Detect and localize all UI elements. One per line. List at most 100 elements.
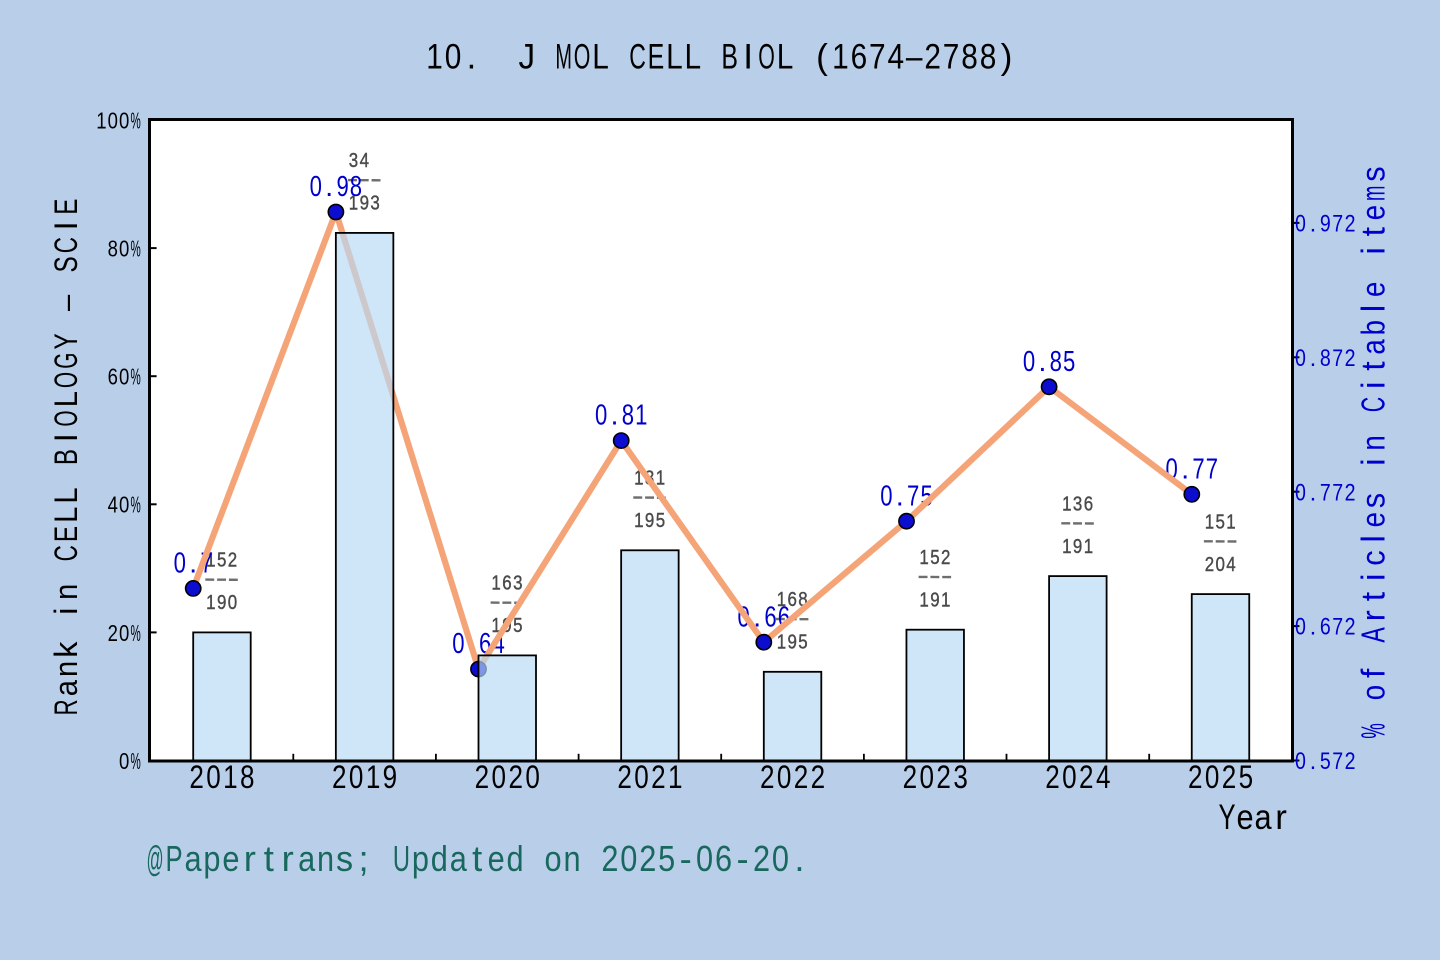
svg-text:2: 2	[639, 838, 656, 879]
svg-text:s: s	[336, 838, 353, 879]
svg-text:1: 1	[635, 400, 647, 432]
svg-text:8: 8	[1320, 345, 1331, 372]
svg-text:0: 0	[452, 628, 464, 660]
svg-text:1: 1	[206, 550, 215, 572]
svg-text:1: 1	[426, 37, 443, 76]
svg-text:0: 0	[1216, 554, 1225, 576]
svg-text:.: .	[610, 400, 618, 432]
svg-text:L: L	[685, 37, 702, 76]
svg-text:0: 0	[525, 759, 540, 795]
svg-text:b: b	[1354, 320, 1392, 335]
svg-text:9: 9	[788, 632, 797, 654]
svg-text:.: .	[1310, 614, 1317, 641]
svg-text:7: 7	[1332, 211, 1343, 238]
svg-text:9: 9	[645, 510, 654, 532]
svg-text:n: n	[317, 838, 334, 879]
svg-text:1: 1	[206, 592, 215, 614]
svg-text:9: 9	[360, 193, 369, 215]
svg-text:Y: Y	[48, 333, 84, 349]
svg-text:8: 8	[108, 236, 118, 262]
svg-text:0: 0	[119, 107, 129, 133]
svg-text:2: 2	[651, 759, 666, 795]
svg-text:0: 0	[1295, 614, 1306, 641]
svg-text:1: 1	[1226, 511, 1235, 533]
svg-text:2: 2	[936, 759, 951, 795]
svg-text:2: 2	[924, 37, 941, 76]
svg-text:0: 0	[445, 37, 462, 76]
svg-text:s: s	[1354, 166, 1392, 181]
svg-text:0: 0	[119, 364, 129, 390]
svg-text:5: 5	[1216, 511, 1225, 533]
svg-text:1: 1	[1084, 536, 1093, 558]
svg-text:3: 3	[349, 150, 358, 172]
svg-text:0: 0	[595, 400, 607, 432]
svg-text:a: a	[48, 679, 84, 696]
svg-text:1: 1	[223, 759, 238, 795]
svg-text:4: 4	[888, 37, 905, 76]
svg-text:6: 6	[764, 601, 776, 633]
svg-text:p: p	[412, 838, 429, 879]
svg-text:0: 0	[119, 492, 129, 518]
svg-text:p: p	[203, 838, 220, 879]
svg-text:2: 2	[903, 759, 918, 795]
svg-text:.: .	[1181, 453, 1189, 485]
svg-text:L: L	[48, 391, 84, 407]
svg-text:d: d	[431, 838, 448, 879]
svg-text:6: 6	[788, 589, 797, 611]
svg-text:2: 2	[1345, 479, 1356, 506]
svg-text:k: k	[48, 641, 84, 658]
svg-text:0: 0	[1023, 346, 1035, 378]
svg-text:0: 0	[119, 748, 129, 774]
svg-text:1: 1	[366, 759, 381, 795]
svg-text:1: 1	[96, 107, 106, 133]
svg-text:.: .	[753, 601, 761, 633]
svg-text:2: 2	[794, 759, 809, 795]
svg-text:–: –	[48, 294, 84, 311]
svg-text:0: 0	[119, 620, 129, 646]
svg-text:6: 6	[502, 573, 511, 595]
svg-text:9: 9	[383, 759, 398, 795]
svg-text:9: 9	[930, 590, 939, 612]
svg-text:@: @	[147, 838, 164, 879]
svg-text:7: 7	[907, 480, 919, 512]
svg-text:s: s	[1354, 493, 1392, 508]
svg-text:e: e	[1236, 798, 1253, 837]
svg-text:0: 0	[772, 838, 789, 879]
svg-text:7: 7	[869, 37, 886, 76]
svg-text:5: 5	[1063, 346, 1075, 378]
svg-text:9: 9	[217, 592, 226, 614]
svg-text:e: e	[1354, 282, 1392, 297]
svg-text:5: 5	[656, 510, 665, 532]
svg-text:3: 3	[953, 759, 968, 795]
svg-text:0: 0	[880, 480, 892, 512]
svg-text:0: 0	[174, 548, 186, 580]
svg-text:5: 5	[798, 632, 807, 654]
svg-text:2: 2	[760, 759, 775, 795]
svg-text:5: 5	[930, 547, 939, 569]
svg-text:1: 1	[656, 468, 665, 490]
svg-text:L: L	[666, 37, 683, 76]
svg-text:%: %	[130, 107, 140, 133]
svg-text:U: U	[393, 838, 410, 879]
svg-text:8: 8	[240, 759, 255, 795]
svg-text:L: L	[777, 37, 794, 76]
svg-text:C: C	[1354, 397, 1392, 412]
svg-text:7: 7	[1332, 614, 1343, 641]
svg-text:e: e	[1354, 512, 1392, 527]
svg-text:a: a	[450, 838, 468, 879]
svg-text:n: n	[563, 838, 580, 879]
svg-text:8: 8	[350, 171, 362, 203]
svg-text:%: %	[130, 236, 140, 262]
svg-text:0: 0	[119, 236, 129, 262]
svg-text:2: 2	[1079, 759, 1094, 795]
svg-text:.: .	[1310, 345, 1317, 372]
svg-text:o: o	[1354, 685, 1392, 700]
svg-text:6: 6	[851, 37, 868, 76]
svg-text:0: 0	[777, 759, 792, 795]
svg-text:L: L	[48, 507, 84, 523]
svg-text:0: 0	[1295, 479, 1306, 506]
svg-text:d: d	[507, 838, 524, 879]
svg-text:O: O	[758, 37, 775, 76]
svg-text:a: a	[1354, 339, 1392, 355]
svg-text:2: 2	[228, 550, 237, 572]
